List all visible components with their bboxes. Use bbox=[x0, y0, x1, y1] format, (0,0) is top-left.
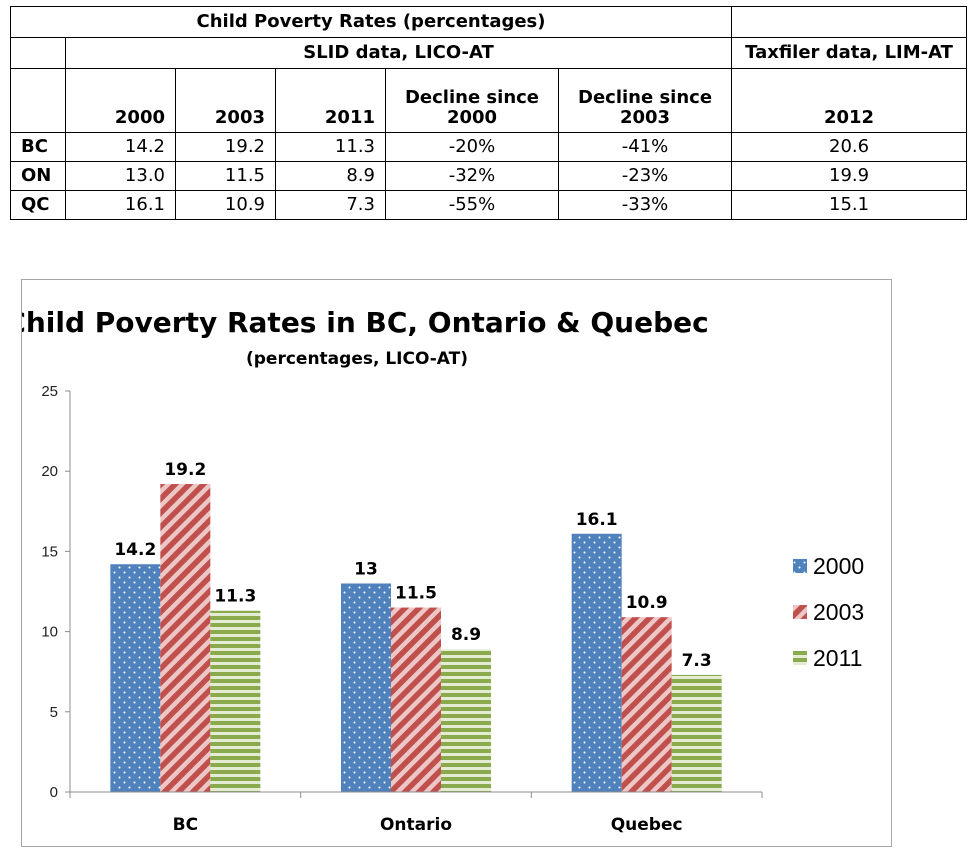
column-header: 2000 bbox=[65, 68, 176, 133]
table-cell: 11.5 bbox=[175, 161, 276, 191]
legend-label-2003: 2003 bbox=[813, 599, 864, 625]
chart-area: Child Poverty Rates in BC, Ontario & Que… bbox=[21, 279, 892, 847]
table-cell: 11.3 bbox=[275, 132, 386, 162]
y-tick-label: 0 bbox=[50, 784, 58, 801]
bar-2011 bbox=[210, 610, 261, 792]
table-cell: 19.2 bbox=[175, 132, 276, 162]
legend: 2000 2003 2011 bbox=[793, 553, 864, 671]
y-tick-label: 15 bbox=[41, 543, 58, 560]
empty-corner-cell bbox=[10, 37, 66, 69]
table-cell: -32% bbox=[385, 161, 559, 191]
column-header: 2011 bbox=[275, 68, 386, 133]
table-row: QC 16.1 10.9 7.3 -55% -33% 15.1 bbox=[10, 190, 968, 220]
data-labels-group: 14.2 19.2 11.3 13 11.5 8.9 16.1 10.9 7.3 bbox=[114, 460, 711, 671]
table-title-empty-cell bbox=[731, 6, 968, 38]
slid-header: SLID data, LICO-AT bbox=[64, 37, 733, 69]
table-cell: 15.1 bbox=[731, 190, 968, 220]
bar-2003 bbox=[621, 617, 672, 792]
x-category-label: Ontario bbox=[380, 815, 452, 835]
table-cell: 20.6 bbox=[731, 132, 968, 162]
column-header: Decline since 2000 bbox=[385, 68, 559, 133]
row-label: BC bbox=[10, 132, 66, 162]
column-header: 2003 bbox=[175, 68, 276, 133]
bar-2011 bbox=[441, 649, 491, 792]
legend-label-2011: 2011 bbox=[813, 645, 862, 671]
table-cell: -55% bbox=[385, 190, 559, 220]
column-header: Decline since 2003 bbox=[557, 68, 733, 133]
table-cell: -20% bbox=[385, 132, 559, 162]
y-tick-label: 5 bbox=[50, 704, 58, 721]
table-cell: 19.9 bbox=[731, 161, 968, 191]
data-label: 8.9 bbox=[451, 625, 481, 645]
table-row: BC 14.2 19.2 11.3 -20% -41% 20.6 bbox=[10, 132, 968, 162]
table-cell: 14.2 bbox=[65, 132, 176, 162]
table-cell: 10.9 bbox=[175, 190, 276, 220]
x-axis: BC Ontario Quebec bbox=[69, 791, 763, 835]
bar-2003 bbox=[160, 484, 211, 792]
x-category-label: BC bbox=[173, 815, 198, 835]
chart-subtitle: (percentages, LICO-AT) bbox=[246, 349, 468, 369]
child-poverty-table: Child Poverty Rates (percentages) SLID d… bbox=[9, 6, 968, 220]
column-header: 2012 bbox=[731, 68, 968, 133]
bar-2000 bbox=[571, 533, 622, 792]
y-axis: 0 5 10 15 20 25 bbox=[41, 383, 71, 801]
y-tick-label: 10 bbox=[41, 624, 58, 641]
table-cell: 8.9 bbox=[275, 161, 386, 191]
table-cell: 13.0 bbox=[65, 161, 176, 191]
bar-2000 bbox=[110, 564, 161, 792]
table-cell: 7.3 bbox=[275, 190, 386, 220]
data-label: 13 bbox=[354, 559, 378, 579]
table-row: ON 13.0 11.5 8.9 -32% -23% 19.9 bbox=[10, 161, 968, 191]
row-label: QC bbox=[10, 190, 66, 220]
bar-2003 bbox=[391, 607, 441, 792]
data-label: 14.2 bbox=[114, 540, 156, 560]
row-label: ON bbox=[10, 161, 66, 191]
legend-label-2000: 2000 bbox=[813, 553, 864, 579]
y-tick-label: 20 bbox=[41, 463, 58, 480]
data-label: 11.5 bbox=[395, 584, 437, 604]
x-category-label: Quebec bbox=[611, 815, 683, 835]
bar-2011 bbox=[671, 674, 722, 792]
y-tick-label: 25 bbox=[41, 383, 58, 400]
bar-chart: Child Poverty Rates in BC, Ontario & Que… bbox=[22, 306, 864, 835]
bar-2000 bbox=[341, 583, 391, 792]
table-cell: -41% bbox=[557, 132, 733, 162]
legend-swatch-2000 bbox=[793, 559, 807, 573]
legend-swatch-2003 bbox=[793, 605, 807, 619]
taxfiler-header: Taxfiler data, LIM-AT bbox=[731, 37, 968, 69]
chart-title: Child Poverty Rates in BC, Ontario & Que… bbox=[22, 306, 709, 339]
data-label: 11.3 bbox=[214, 587, 256, 607]
data-label: 10.9 bbox=[626, 593, 668, 613]
bars-group bbox=[110, 484, 722, 792]
data-label: 16.1 bbox=[576, 510, 618, 530]
empty-row-header-cell bbox=[10, 68, 66, 133]
table-title: Child Poverty Rates (percentages) bbox=[9, 6, 733, 38]
data-label: 19.2 bbox=[164, 460, 206, 480]
legend-swatch-2011 bbox=[793, 651, 807, 665]
table-cell: -23% bbox=[557, 161, 733, 191]
data-label: 7.3 bbox=[682, 651, 712, 671]
table-cell: -33% bbox=[557, 190, 733, 220]
table-cell: 16.1 bbox=[65, 190, 176, 220]
